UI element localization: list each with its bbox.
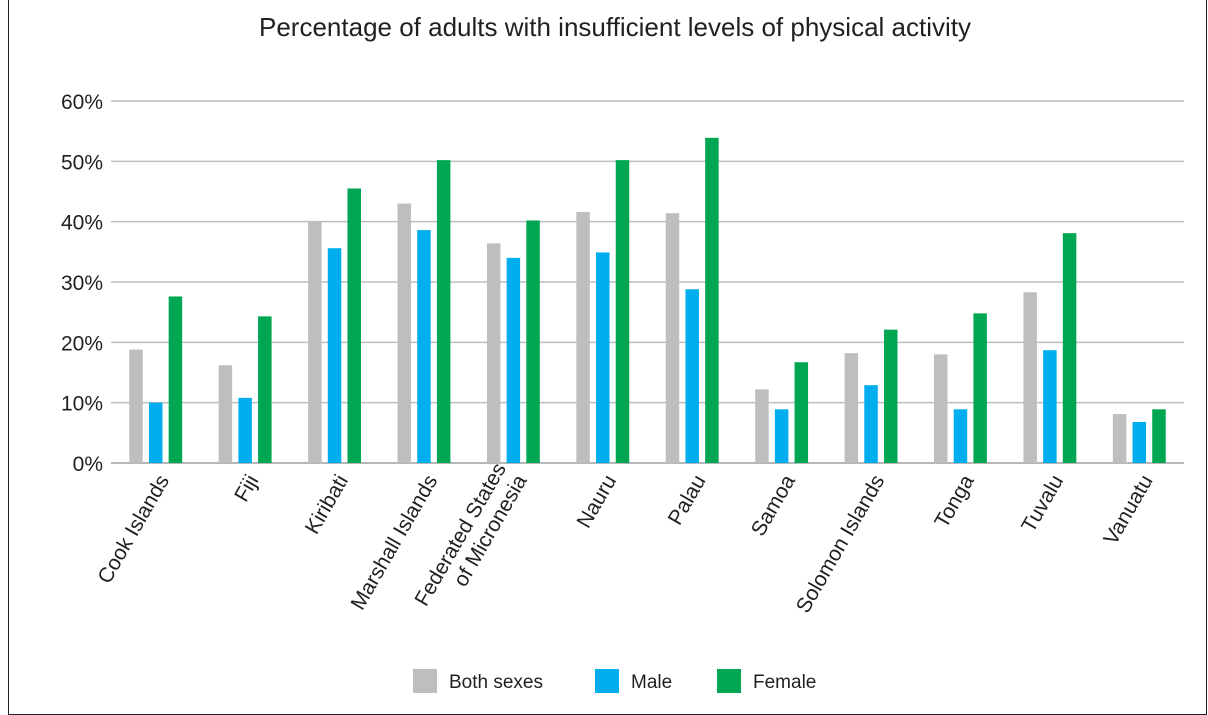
x-tick-label: Samoa	[747, 471, 800, 540]
bar	[1112, 414, 1127, 463]
gridlines	[111, 100, 1184, 464]
bars	[129, 137, 1166, 464]
bar	[973, 313, 987, 463]
y-tick-label: 60%	[61, 91, 103, 114]
y-tick-label: 40%	[61, 212, 103, 235]
y-tick-label: 50%	[61, 151, 103, 174]
legend-swatch	[717, 669, 741, 693]
bar	[436, 160, 451, 464]
chart-title: Percentage of adults with insufficient l…	[259, 12, 971, 42]
bar-chart: Percentage of adults with insufficient l…	[61, 12, 1184, 693]
y-tick-label: 0%	[73, 453, 103, 476]
bar	[615, 160, 630, 464]
bar	[774, 409, 789, 463]
legend-swatch	[413, 669, 437, 693]
chart-frame: Percentage of adults with insufficient l…	[8, 0, 1207, 715]
bar	[238, 397, 252, 463]
bar	[148, 402, 163, 463]
bar	[308, 221, 322, 463]
x-tick-label: Cook Islands	[93, 471, 174, 588]
bar	[417, 230, 431, 463]
legend: Both sexes Male Female	[413, 669, 816, 693]
bar	[168, 296, 183, 463]
x-tick-label: Fiji	[230, 471, 263, 506]
bar	[576, 212, 590, 463]
legend-label: Both sexes	[449, 672, 543, 693]
x-tick-label: Palau	[664, 471, 711, 529]
bar	[934, 354, 948, 463]
bar	[596, 252, 610, 463]
bar	[1062, 233, 1077, 463]
bar	[864, 385, 878, 463]
bar	[218, 365, 233, 463]
x-tick-label: Kiribati	[301, 471, 353, 538]
bar	[258, 316, 272, 463]
bar	[327, 248, 342, 463]
y-tick-label: 30%	[61, 272, 103, 295]
bar	[1152, 409, 1166, 463]
bar	[705, 137, 719, 463]
bar	[685, 289, 699, 463]
bar	[1043, 350, 1057, 463]
x-tick-label: Tuvalu	[1017, 471, 1068, 536]
bar	[844, 353, 859, 463]
bar	[755, 389, 769, 463]
bar	[883, 329, 898, 463]
bar	[129, 349, 143, 463]
x-tick-label: Solomon Islands	[792, 471, 890, 617]
bar	[526, 220, 540, 463]
bar	[347, 188, 361, 463]
bar	[1023, 292, 1037, 463]
bar	[665, 213, 680, 463]
x-tick-label: Tonga	[930, 471, 979, 532]
x-tick-label: Nauru	[573, 471, 622, 532]
y-tick-label: 10%	[61, 393, 103, 416]
bar	[953, 409, 968, 463]
bar	[794, 362, 809, 463]
legend-swatch	[595, 669, 619, 693]
bar	[1132, 421, 1147, 463]
legend-label: Male	[631, 672, 672, 693]
bar	[486, 243, 501, 463]
y-tick-label: 20%	[61, 332, 103, 355]
legend-label: Female	[753, 672, 816, 693]
bar	[397, 203, 412, 464]
bar	[506, 257, 521, 463]
x-tick-label: Vanuatu	[1099, 471, 1157, 549]
